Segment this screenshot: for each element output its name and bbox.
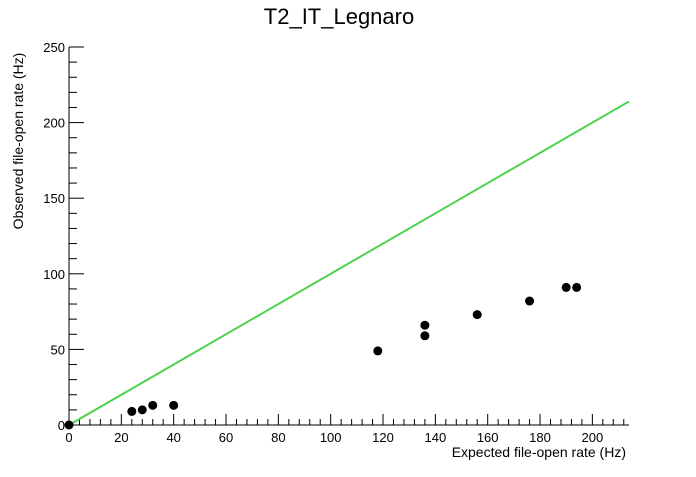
data-point [472,310,482,320]
y-tick-label: 100 [43,267,65,282]
data-point [561,282,571,292]
x-axis-label: Expected file-open rate (Hz) [452,444,626,460]
x-tick-label: 40 [166,430,180,445]
y-tick-label: 200 [43,116,65,131]
data-point [373,346,383,356]
chart-title: T2_IT_Legnaro [264,4,414,29]
x-tick-label: 180 [529,430,551,445]
axes [68,47,629,426]
axis-ticks: 0 20 40 60 80 100 120 140 160 180 200 0 50 100 150 200 2… [43,40,625,445]
data-point [420,320,430,330]
x-tick-label: 160 [477,430,499,445]
data-point [420,331,430,341]
data-point [64,420,74,430]
y-tick-label: 50 [51,342,65,357]
y-tick-label: 0 [58,418,65,433]
data-point [148,400,158,410]
data-point [525,296,535,306]
data-point [127,406,137,416]
x-tick-label: 60 [219,430,233,445]
x-tick-label: 120 [372,430,394,445]
x-tick-label: 20 [114,430,128,445]
y-tick-label: 150 [43,191,65,206]
x-tick-label: 0 [65,430,72,445]
y-axis-label: Observed file-open rate (Hz) [10,53,26,230]
data-point [572,282,582,292]
y-tick-label: 250 [43,40,65,55]
x-tick-label: 100 [320,430,342,445]
data-point [169,400,179,410]
x-tick-label: 80 [271,430,285,445]
reference-line [68,100,630,426]
x-tick-label: 140 [425,430,447,445]
data-points [64,282,582,430]
reference-line-layer [68,100,630,426]
data-point [137,405,147,415]
x-tick-label: 200 [582,430,604,445]
